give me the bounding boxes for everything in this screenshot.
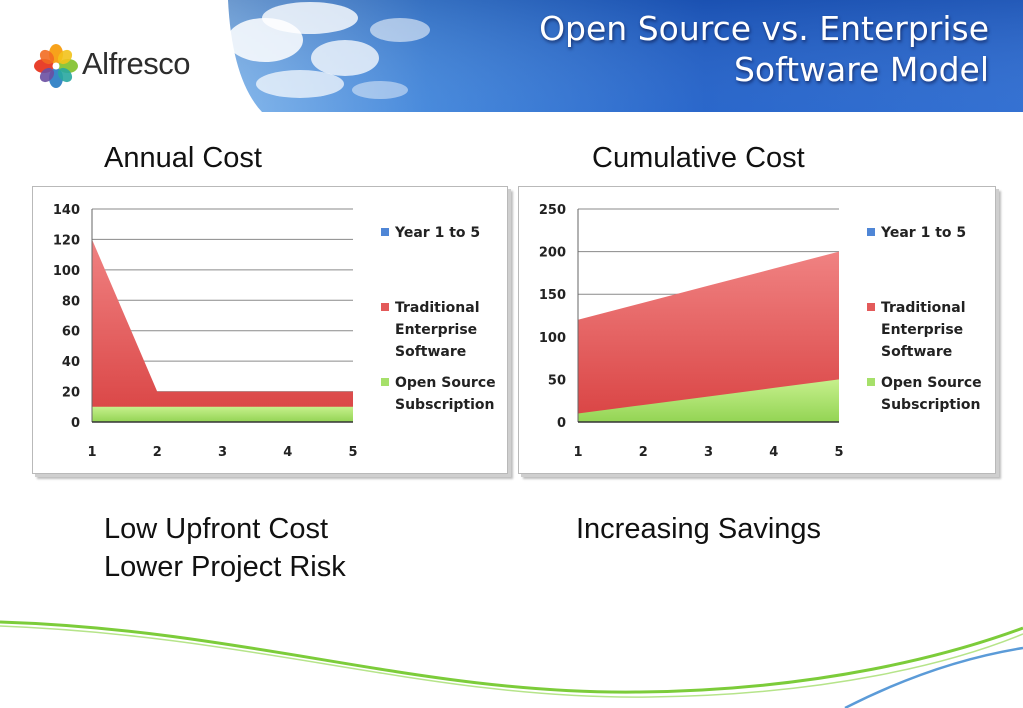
y-tick-label: 0 — [71, 416, 80, 431]
title-line-1: Open Source vs. Enterprise — [539, 9, 989, 48]
y-tick-label: 80 — [62, 294, 80, 309]
brand-name: Alfresco — [82, 46, 190, 81]
title-line-2: Software Model — [733, 50, 989, 89]
x-tick-label: 1 — [87, 445, 96, 460]
x-tick-label: 3 — [704, 445, 713, 460]
x-tick-label: 5 — [348, 445, 357, 460]
area-traditional-enterprise-software — [92, 239, 353, 422]
y-tick-label: 250 — [539, 203, 566, 218]
y-tick-label: 20 — [62, 386, 80, 401]
cloud-decoration — [227, 2, 430, 99]
y-tick-label: 200 — [539, 246, 566, 261]
legend-entry: Year 1 to 5 — [394, 225, 480, 241]
caption-low-upfront-cost: Low Upfront Cost — [104, 513, 329, 545]
header-banner — [227, 0, 1023, 112]
area-open-source-subscription — [92, 406, 353, 422]
y-tick-label: 140 — [53, 203, 80, 218]
flower-logo-icon — [34, 44, 78, 88]
legend-entry: Year 1 to 5 — [880, 225, 966, 241]
alfresco-logo: Alfresco — [32, 42, 212, 92]
area-traditional-enterprise-software — [578, 251, 839, 422]
x-tick-label: 1 — [573, 445, 582, 460]
cumulative-cost-chart: 0 50 100 150 200 250 1 2 3 4 5 Year 1 to 5 Tradition… — [518, 186, 996, 474]
x-tick-label: 4 — [769, 445, 778, 460]
x-tick-label: 4 — [283, 445, 292, 460]
footer-swoosh — [0, 620, 1023, 708]
legend-swatch — [867, 378, 875, 386]
y-tick-label: 120 — [53, 233, 80, 248]
y-tick-label: 100 — [53, 264, 80, 279]
annual-cost-chart-svg: 0 20 40 60 80 100 120 140 1 2 3 4 5 Year 1 to 5 Tradit… — [53, 203, 496, 460]
x-tick-label: 3 — [218, 445, 227, 460]
y-tick-label: 150 — [539, 288, 566, 303]
legend-entry: Open Source Subscription — [395, 375, 496, 413]
x-tick-label: 2 — [153, 445, 162, 460]
legend-swatch — [381, 228, 389, 236]
annual-caption: Low Upfront Cost Lower Project Risk — [104, 510, 346, 586]
annual-cost-chart: 0 20 40 60 80 100 120 140 1 2 3 4 5 Year 1 to 5 Tradit… — [32, 186, 508, 474]
y-tick-label: 40 — [62, 355, 80, 370]
cumulative-cost-label: Cumulative Cost — [592, 142, 805, 174]
legend-entry: Traditional Enterprise Software — [881, 300, 966, 360]
x-tick-label: 2 — [639, 445, 648, 460]
legend-entry: Traditional Enterprise Software — [395, 300, 480, 360]
legend-entry: Open Source Subscription — [881, 375, 982, 413]
y-tick-label: 0 — [557, 416, 566, 431]
legend-swatch — [867, 228, 875, 236]
y-tick-label: 100 — [539, 331, 566, 346]
y-tick-label: 60 — [62, 325, 80, 340]
y-tick-label: 50 — [548, 373, 566, 388]
slide-title: Open Source vs. Enterprise Software Mode… — [469, 8, 989, 90]
cumulative-cost-chart-svg: 0 50 100 150 200 250 1 2 3 4 5 Year 1 to 5 Tradition… — [539, 203, 982, 460]
legend-swatch — [381, 378, 389, 386]
x-tick-label: 5 — [834, 445, 843, 460]
legend-swatch — [381, 303, 389, 311]
legend-swatch — [867, 303, 875, 311]
annual-cost-label: Annual Cost — [104, 142, 262, 174]
cumulative-caption: Increasing Savings — [576, 513, 822, 545]
caption-lower-project-risk: Lower Project Risk — [104, 551, 346, 583]
area-open-source-subscription — [578, 379, 839, 422]
